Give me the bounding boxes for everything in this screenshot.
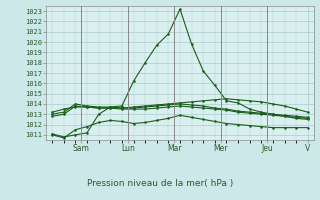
Text: Pression niveau de la mer( hPa ): Pression niveau de la mer( hPa ) <box>87 179 233 188</box>
